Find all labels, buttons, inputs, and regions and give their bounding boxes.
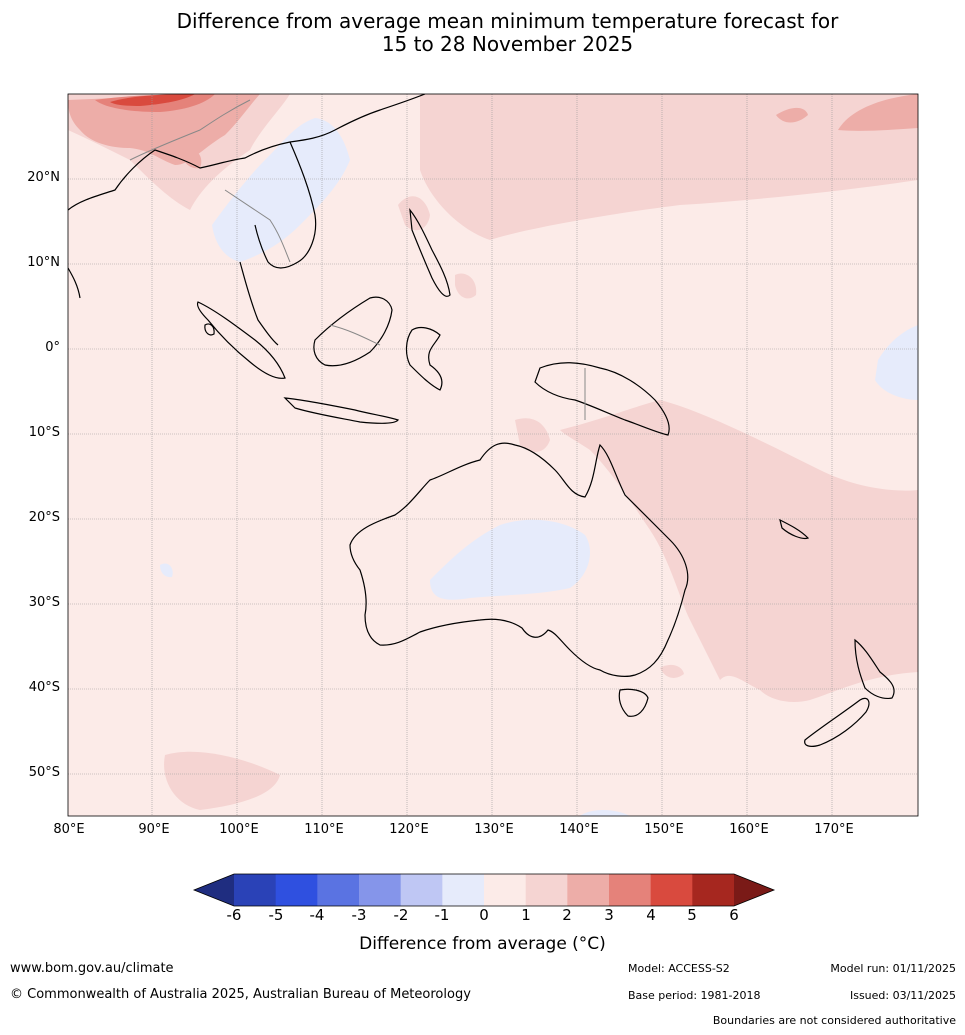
asia-coastline	[68, 94, 426, 211]
india-coastline	[68, 267, 81, 299]
lon-label-140e: 140°E	[559, 822, 599, 837]
anomaly-2-3-north-east	[838, 94, 918, 131]
anomaly-4-5-tibet	[110, 94, 195, 106]
colorbar-box	[234, 874, 277, 906]
colorbar-tick: -6	[226, 906, 242, 924]
anomaly-minus-1-0-central-australia	[430, 519, 590, 600]
new-caledonia-coastline	[779, 518, 810, 540]
lon-label-90e: 90°E	[138, 822, 170, 837]
colorbar-tick: -4	[309, 906, 325, 924]
lat-label-0: 0°	[45, 340, 60, 355]
anomaly-1-2-philippines	[398, 196, 430, 231]
lat-label-20n: 20°N	[27, 170, 60, 185]
colorbar-box	[400, 874, 443, 906]
anomaly-1-2-bass-strait	[660, 664, 684, 678]
colorbar-box	[317, 874, 360, 906]
lon-label-130e: 130°E	[474, 822, 514, 837]
lat-label-10n: 10°N	[27, 255, 60, 270]
anomaly-2-3-himalaya	[68, 94, 260, 165]
colorbar-arrow-low	[194, 874, 234, 906]
anomaly-1-2-arafura	[515, 418, 550, 452]
lon-label-120e: 120°E	[389, 822, 429, 837]
title-line-2: 15 to 28 November 2025	[381, 32, 634, 56]
colorbar-tick: 4	[646, 906, 656, 924]
colorbar-tick: 3	[604, 906, 614, 924]
colorbar-box	[442, 874, 485, 906]
colorbar-box	[359, 874, 402, 906]
anomaly-1-2-north-pacific	[420, 94, 918, 240]
colorbar-tick: 6	[729, 906, 739, 924]
colorbar-box	[275, 874, 318, 906]
title-line-1: Difference from average mean minimum tem…	[176, 9, 839, 33]
lat-label-50s: 50°S	[28, 765, 60, 780]
model-run-text: Model run: 01/11/2025	[830, 962, 956, 975]
anomaly-minus-1-0-indochina	[212, 118, 350, 262]
borneo-coastline	[313, 296, 393, 367]
copyright-text: © Commonwealth of Australia 2025, Austra…	[10, 987, 471, 1002]
indochina-coastline	[254, 141, 317, 269]
coastlines	[68, 94, 895, 747]
colorbar-tick: -1	[434, 906, 450, 924]
lat-label-20s: 20°S	[28, 510, 60, 525]
sri-lanka-coastline	[204, 323, 215, 336]
lon-label-150e: 150°E	[644, 822, 684, 837]
colorbar-tick: -5	[268, 906, 284, 924]
java-coastline	[283, 397, 399, 424]
anomaly-2-3-north-pacific-small	[776, 107, 808, 123]
base-period-text: Base period: 1981-2018	[628, 989, 761, 1002]
colorbar-boxes	[234, 874, 735, 906]
malay-peninsula-coastline	[239, 261, 279, 346]
australia-coastline	[349, 442, 689, 677]
colorbar-tick: 1	[521, 906, 531, 924]
lon-label-160e: 160°E	[729, 822, 769, 837]
lon-label-100e: 100°E	[219, 822, 259, 837]
issued-text: Issued: 03/11/2025	[849, 989, 956, 1002]
lon-label-80e: 80°E	[53, 822, 85, 837]
new-zealand-north-coastline	[854, 638, 895, 700]
anomaly-1-2-southern-ocean	[164, 751, 280, 810]
colorbar-outline	[192, 873, 776, 907]
colorbar-box	[567, 874, 610, 906]
colorbar-tick: 5	[687, 906, 697, 924]
model-text: Model: ACCESS-S2	[628, 962, 730, 975]
lat-label-30s: 30°S	[28, 595, 60, 610]
chart-title: Difference from average mean minimum tem…	[0, 10, 965, 56]
colorbar-arrow-high	[734, 874, 774, 906]
sumatra-coastline	[196, 301, 286, 379]
colorbar	[192, 873, 776, 907]
lon-label-170e: 170°E	[814, 822, 854, 837]
graticule	[68, 94, 918, 816]
tasmania-coastline	[618, 688, 649, 717]
colorbar-tick: -3	[351, 906, 367, 924]
colorbar-box	[609, 874, 652, 906]
new-guinea-coastline	[534, 362, 670, 436]
map-area	[68, 94, 918, 816]
lat-label-10s: 10°S	[28, 425, 60, 440]
anomaly-1-2-small	[455, 273, 477, 299]
anomaly-2-3-small	[180, 148, 202, 169]
colorbar-title: Difference from average (°C)	[359, 934, 606, 954]
map-frame	[67, 93, 919, 817]
colorbar-tick: -2	[393, 906, 409, 924]
colorbar-box	[692, 874, 735, 906]
country-borders	[129, 99, 586, 420]
new-zealand-south-coastline	[804, 697, 870, 747]
anomaly-minus-1-0-pacific	[875, 325, 918, 400]
philippines-coastline	[409, 208, 451, 297]
colorbar-tick: 2	[562, 906, 572, 924]
anomaly-1-2-coral-sea	[560, 400, 918, 702]
colorbar-box	[525, 874, 568, 906]
sulawesi-coastline	[405, 326, 443, 391]
colorbar-tick: 0	[479, 906, 489, 924]
boundaries-note: Boundaries are not considered authoritat…	[712, 1014, 956, 1027]
website-link[interactable]: www.bom.gov.au/climate	[10, 961, 174, 976]
lat-label-40s: 40°S	[28, 680, 60, 695]
anomaly-minus-1-0-indian-ocean	[160, 563, 173, 578]
colorbar-box	[484, 874, 527, 906]
colorbar-box	[650, 874, 693, 906]
lon-label-110e: 110°E	[304, 822, 344, 837]
anomaly-minus-1-0-south	[580, 810, 630, 816]
